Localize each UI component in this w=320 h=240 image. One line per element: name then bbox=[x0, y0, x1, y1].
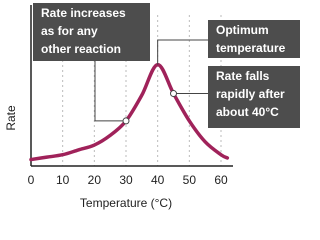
annotation-box bbox=[33, 3, 150, 61]
x-tick-label: 20 bbox=[88, 173, 102, 187]
annotation: Rate falls rapidly after about 40°C bbox=[208, 66, 300, 128]
y-axis-label: Rate bbox=[4, 105, 18, 131]
connector bbox=[157, 39, 208, 65]
annotation-box bbox=[208, 20, 300, 58]
x-tick-label: 40 bbox=[151, 173, 165, 187]
x-tick-label: 30 bbox=[119, 173, 133, 187]
annotation-box bbox=[208, 66, 300, 128]
annotation-text: as for any bbox=[41, 24, 98, 38]
annotation: Rate increases as for any other reaction bbox=[33, 3, 150, 61]
point-marker bbox=[122, 117, 130, 125]
x-tick-label: 60 bbox=[214, 173, 228, 187]
line bbox=[29, 62, 230, 162]
x-axis-label: Temperature (°C) bbox=[80, 196, 172, 210]
connector bbox=[94, 61, 126, 122]
x-tick-label: 50 bbox=[183, 173, 197, 187]
x-tick-label: 0 bbox=[28, 173, 35, 187]
point-marker bbox=[170, 90, 177, 98]
annotation-text: about 40°C bbox=[216, 105, 279, 119]
annotation-text: Rate increases bbox=[41, 6, 126, 20]
chart: Rate Temperature (°C) 0 10 20 30 40 50 60 Rate … bbox=[4, 3, 300, 210]
annotation-text: Rate falls bbox=[216, 69, 270, 83]
annotation-text: temperature bbox=[216, 41, 286, 55]
annotation: Optimum temperature bbox=[208, 20, 300, 58]
x-tick-label: 10 bbox=[56, 173, 70, 187]
annotation-text: rapidly after bbox=[216, 87, 285, 101]
annotation-text: Optimum bbox=[216, 23, 269, 37]
annotation-text: other reaction bbox=[41, 42, 121, 56]
